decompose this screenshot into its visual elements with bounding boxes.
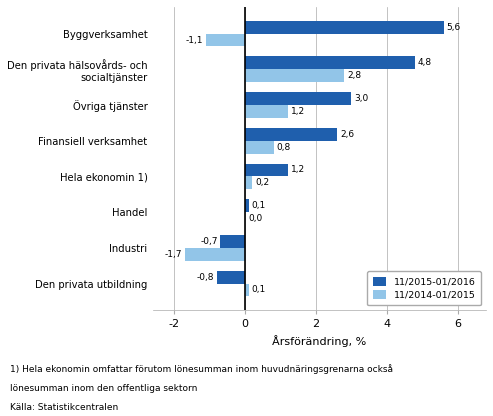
Text: 0,0: 0,0 bbox=[248, 214, 262, 223]
Bar bbox=[245, 105, 288, 118]
Bar bbox=[245, 57, 415, 69]
Bar bbox=[220, 235, 245, 248]
Bar bbox=[245, 284, 249, 296]
Text: lönesumman inom den offentliga sektorn: lönesumman inom den offentliga sektorn bbox=[10, 384, 197, 393]
Bar bbox=[245, 69, 345, 82]
Bar bbox=[245, 199, 249, 212]
Bar bbox=[217, 271, 245, 284]
Bar bbox=[245, 176, 252, 189]
Text: 2,6: 2,6 bbox=[340, 130, 354, 139]
Text: 1,2: 1,2 bbox=[290, 107, 305, 116]
Text: 0,8: 0,8 bbox=[277, 143, 291, 151]
Text: 0,1: 0,1 bbox=[251, 285, 266, 295]
Text: -0,7: -0,7 bbox=[200, 237, 217, 246]
Text: 4,8: 4,8 bbox=[418, 58, 432, 67]
Bar bbox=[245, 163, 288, 176]
Text: 2,8: 2,8 bbox=[347, 71, 361, 80]
Text: Källa: Statistikcentralen: Källa: Statistikcentralen bbox=[10, 403, 118, 412]
Bar bbox=[245, 141, 274, 154]
Bar bbox=[245, 92, 352, 105]
Text: 0,1: 0,1 bbox=[251, 201, 266, 210]
X-axis label: Årsförändring, %: Årsförändring, % bbox=[273, 335, 367, 347]
Bar bbox=[185, 248, 245, 261]
Bar bbox=[206, 34, 245, 47]
Text: 1) Hela ekonomin omfattar förutom lönesumman inom huvudnäringsgrenarna också: 1) Hela ekonomin omfattar förutom lönesu… bbox=[10, 364, 393, 374]
Text: 0,2: 0,2 bbox=[255, 178, 269, 187]
Text: 5,6: 5,6 bbox=[446, 22, 460, 32]
Text: -0,8: -0,8 bbox=[197, 272, 214, 282]
Legend: 11/2015-01/2016, 11/2014-01/2015: 11/2015-01/2016, 11/2014-01/2015 bbox=[367, 271, 481, 305]
Bar bbox=[245, 21, 444, 34]
Bar bbox=[245, 128, 337, 141]
Text: 1,2: 1,2 bbox=[290, 166, 305, 174]
Text: 3,0: 3,0 bbox=[354, 94, 369, 103]
Text: -1,1: -1,1 bbox=[186, 35, 204, 45]
Text: -1,7: -1,7 bbox=[165, 250, 182, 259]
